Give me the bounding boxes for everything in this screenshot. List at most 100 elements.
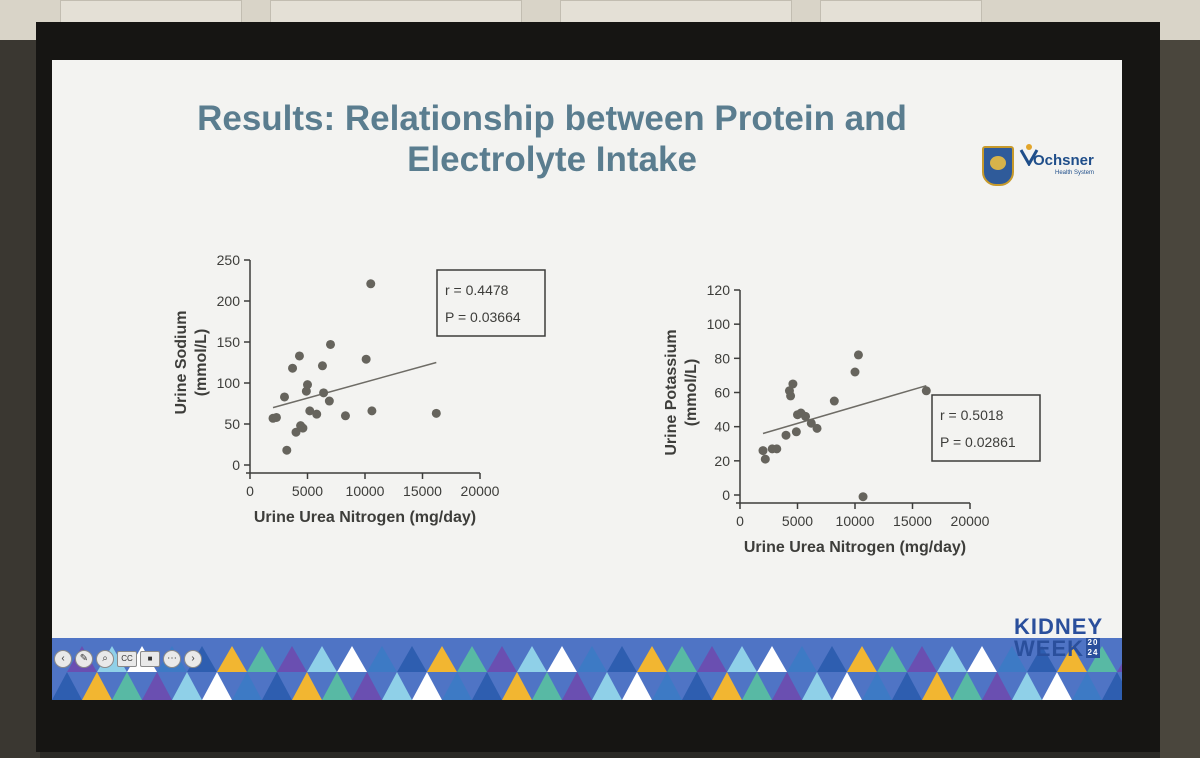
band-triangle <box>712 672 742 700</box>
x-tick-label: 20000 <box>951 513 990 529</box>
back-icon[interactable]: ‹ <box>54 650 72 668</box>
data-point <box>801 411 811 421</box>
y-tick-label: 0 <box>232 457 240 473</box>
band-triangle <box>742 672 772 700</box>
band-triangle <box>172 672 202 700</box>
x-tick-label: 5000 <box>292 483 323 499</box>
band-triangle <box>667 646 697 672</box>
data-point <box>319 388 329 398</box>
y-tick-label: 40 <box>714 419 730 435</box>
band-triangle <box>682 672 712 700</box>
band-triangle <box>547 646 577 672</box>
band-triangle <box>982 672 1012 700</box>
y-tick-label: 60 <box>714 385 730 401</box>
band-triangle <box>232 672 262 700</box>
potassium-scatter-svg: 0 20 40 60 80 100 120 0 5000 10000 15000 20000 Urine… <box>663 282 1041 556</box>
band-triangle <box>1057 646 1087 672</box>
year-top: 20 <box>1087 638 1099 647</box>
trend-line <box>272 361 437 409</box>
university-shield-logo <box>982 146 1014 186</box>
band-triangle <box>532 672 562 700</box>
band-triangle <box>817 646 847 672</box>
band-triangle <box>697 646 727 672</box>
data-point <box>288 363 298 373</box>
y-tick-label: 120 <box>707 282 731 298</box>
band-triangle <box>352 672 382 700</box>
band-triangle <box>367 646 397 672</box>
data-point <box>305 406 315 416</box>
data-point <box>921 386 931 396</box>
band-triangle <box>622 672 652 700</box>
wall-left <box>0 40 40 758</box>
more-icon[interactable]: ⋯ <box>163 650 181 668</box>
trend-line <box>762 384 927 435</box>
band-triangle <box>727 646 757 672</box>
band-triangle <box>442 672 472 700</box>
data-point <box>788 379 798 389</box>
kidney-word: KIDNEY <box>1014 614 1104 639</box>
data-point <box>786 391 796 401</box>
band-triangle <box>292 672 322 700</box>
band-triangle <box>772 672 802 700</box>
band-triangle <box>577 646 607 672</box>
institution-logos: Ochsner Health System <box>977 140 1107 200</box>
data-point <box>282 445 292 455</box>
band-triangle <box>922 672 952 700</box>
stat-p-value: P = 0.02861 <box>940 434 1016 450</box>
y-tick-label: 80 <box>714 350 730 366</box>
band-triangle <box>607 646 637 672</box>
band-triangle <box>457 646 487 672</box>
band-triangle <box>307 646 337 672</box>
band-triangle <box>337 646 367 672</box>
y-tick-label: 100 <box>707 316 731 332</box>
band-triangle <box>787 646 817 672</box>
y-tick-label: 100 <box>217 375 241 391</box>
band-triangle <box>217 646 247 672</box>
band-triangle <box>412 672 442 700</box>
band-triangle <box>82 672 112 700</box>
presentation-slide: Results: Relationship between Protein an… <box>52 60 1122 700</box>
data-point <box>303 380 312 390</box>
zoom-icon[interactable]: ⌕ <box>96 650 114 668</box>
ochsner-mark-icon <box>1019 144 1039 166</box>
band-triangle <box>1027 646 1057 672</box>
band-triangle <box>757 646 787 672</box>
data-point <box>361 354 371 364</box>
pen-icon[interactable]: ✎ <box>75 650 93 668</box>
y-tick-label: 50 <box>224 416 240 432</box>
band-triangle <box>1012 672 1042 700</box>
wall-right <box>1160 40 1200 758</box>
y-tick-label: 20 <box>714 453 730 469</box>
band-triangle <box>202 672 232 700</box>
data-point <box>366 279 376 289</box>
camera-icon[interactable]: ■ <box>140 651 160 667</box>
x-axis-title: Urine Urea Nitrogen (mg/day) <box>744 539 966 556</box>
slide-title: Results: Relationship between Protein an… <box>142 98 962 180</box>
x-axis-title: Urine Urea Nitrogen (mg/day) <box>254 509 476 526</box>
band-triangle <box>247 646 277 672</box>
band-triangle <box>322 672 352 700</box>
data-point <box>294 351 304 361</box>
band-triangle <box>847 646 877 672</box>
stats-box <box>931 394 1041 462</box>
year-badge: 20 24 <box>1086 638 1100 658</box>
y-tick-label: 0 <box>722 487 730 503</box>
data-point <box>280 392 289 402</box>
band-triangle <box>142 672 172 700</box>
band-triangle <box>952 672 982 700</box>
band-triangle <box>877 646 907 672</box>
stat-p-value: P = 0.03664 <box>445 309 521 325</box>
captions-icon[interactable]: CC <box>117 651 137 667</box>
kidney-week-logo: KIDNEY WEEK 20 24 <box>1014 616 1122 676</box>
band-triangle <box>502 672 532 700</box>
x-tick-label: 5000 <box>782 513 813 529</box>
band-triangle <box>427 646 457 672</box>
decorative-pattern-band <box>52 638 1122 700</box>
x-tick-label: 0 <box>246 483 254 499</box>
week-word: WEEK 20 24 <box>1014 638 1122 660</box>
band-triangle <box>382 672 412 700</box>
forward-icon[interactable]: › <box>184 650 202 668</box>
band-triangle <box>517 646 547 672</box>
band-triangle <box>1072 672 1102 700</box>
x-tick-label: 10000 <box>836 513 875 529</box>
